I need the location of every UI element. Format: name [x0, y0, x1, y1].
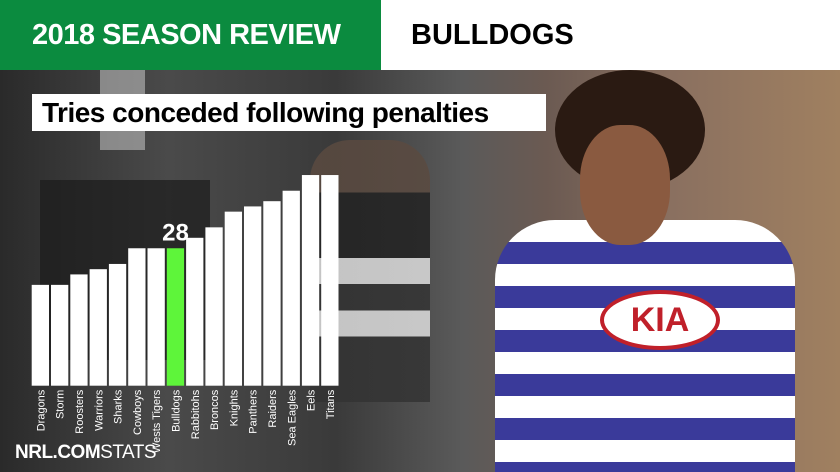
category-label: Titans — [325, 389, 337, 419]
category-label: Roosters — [74, 389, 86, 434]
bar-titans — [321, 175, 339, 386]
category-label: Storm — [55, 390, 67, 419]
bar-panthers — [244, 206, 262, 386]
bar-sharks — [108, 263, 127, 386]
category-label: Eels — [306, 389, 318, 411]
bar-sea-eagles — [282, 190, 300, 386]
category-label: Sea Eagles — [286, 389, 298, 446]
category-label: Bulldogs — [170, 389, 182, 432]
bar-eels — [301, 175, 320, 386]
bar-broncos — [205, 227, 223, 386]
category-label: Warriors — [93, 389, 105, 431]
bar-storm — [51, 284, 69, 386]
season-review-banner: 2018 SEASON REVIEW — [0, 0, 381, 70]
category-label: Cowboys — [132, 389, 144, 435]
bar-roosters — [70, 274, 88, 386]
category-label: Knights — [228, 389, 240, 426]
category-label: Rabbitohs — [190, 389, 202, 439]
bar-raiders — [263, 201, 281, 386]
player-face — [580, 125, 670, 245]
data-label: 28 — [162, 219, 189, 246]
bar-knights — [224, 211, 242, 386]
team-name-banner: BULLDOGS — [381, 0, 840, 70]
category-label: Wests Tigers — [151, 389, 163, 453]
category-label: Sharks — [113, 389, 125, 424]
nrl-stats-logo: NRL.COMSTATS — [15, 442, 157, 464]
category-label: Broncos — [209, 389, 221, 430]
logo-bold: NRL.COM — [15, 442, 101, 463]
bar-cowboys — [128, 248, 146, 386]
category-label: Panthers — [248, 389, 260, 434]
player-photo: KIA — [495, 70, 815, 472]
bar-bulldogs — [166, 248, 185, 386]
bar-rabbitohs — [186, 237, 204, 386]
logo-light: STATS — [100, 442, 157, 463]
sponsor-logo: KIA — [600, 290, 720, 350]
chart-title: Tries conceded following penalties — [32, 94, 546, 131]
category-label: Raiders — [267, 389, 279, 427]
bar-wests-tigers — [147, 248, 165, 386]
bar-dragons — [31, 284, 49, 386]
bar-warriors — [89, 269, 107, 386]
category-label: Dragons — [35, 389, 47, 431]
